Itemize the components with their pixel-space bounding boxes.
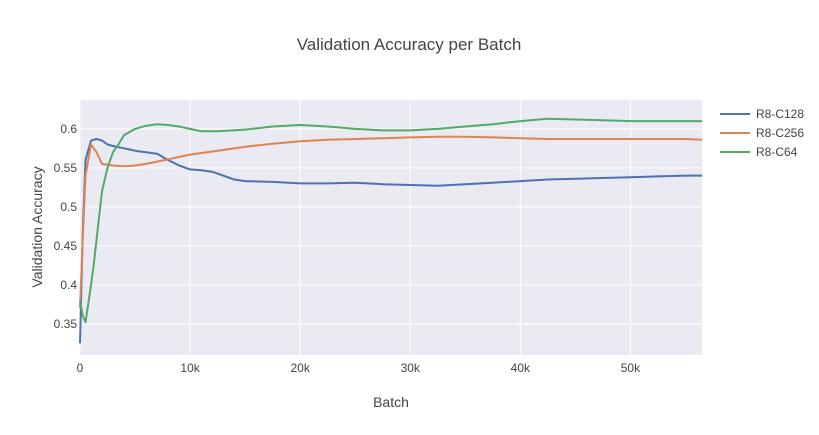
y-axis-title: Validation Accuracy — [29, 166, 45, 287]
y-tick-label: 0.5 — [60, 200, 77, 214]
y-axis-ticks: 0.35 0.4 0.45 0.5 0.55 0.6 — [54, 122, 78, 331]
x-tick-label: 50k — [621, 361, 641, 375]
x-tick-label: 10k — [180, 361, 200, 375]
x-tick-label: 40k — [511, 361, 531, 375]
legend: R8-C128 R8-C256 R8-C64 — [720, 107, 804, 159]
x-tick-label: 20k — [290, 361, 310, 375]
series-line-r8-c256 — [79, 135, 703, 309]
chart-title: Validation Accuracy per Batch — [297, 35, 522, 54]
y-tick-label: 0.55 — [54, 161, 78, 175]
series-line-r8-c128 — [79, 138, 702, 344]
y-tick-label: 0.6 — [60, 122, 77, 136]
x-tick-label: 0 — [77, 361, 84, 375]
y-tick-label: 0.45 — [54, 239, 78, 253]
x-axis-ticks: 0 10k 20k 30k 40k 50k — [77, 361, 641, 375]
legend-label: R8-C64 — [756, 145, 798, 159]
plot-background — [80, 100, 702, 355]
x-axis-title: Batch — [373, 394, 409, 410]
x-tick-label: 30k — [401, 361, 421, 375]
y-tick-label: 0.4 — [60, 278, 77, 292]
legend-label: R8-C256 — [756, 126, 804, 140]
y-tick-label: 0.35 — [54, 317, 78, 331]
series-line-r8-c64 — [79, 117, 702, 324]
series-layer — [79, 117, 703, 344]
legend-label: R8-C128 — [756, 107, 804, 121]
